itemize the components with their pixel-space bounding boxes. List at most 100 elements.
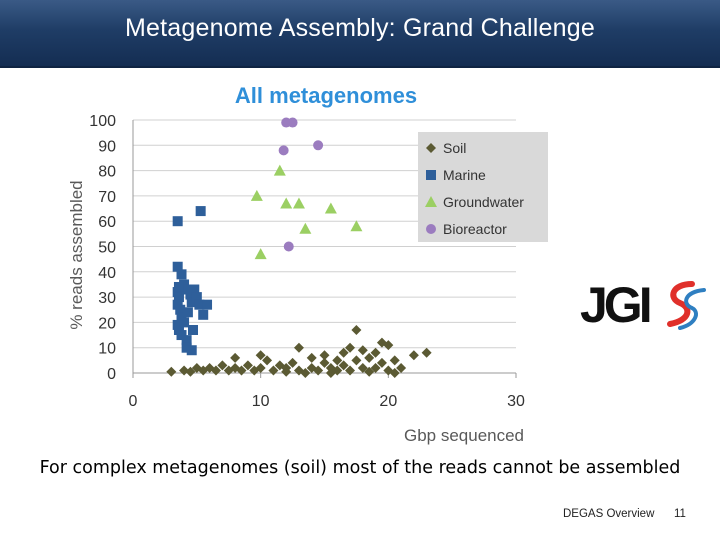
slide-title: Metagenome Assembly: Grand Challenge xyxy=(125,14,595,42)
marine-point xyxy=(195,206,206,217)
marine-point xyxy=(176,269,187,280)
marine-point xyxy=(172,216,183,227)
soil-point xyxy=(357,345,368,356)
groundwater-point xyxy=(299,222,312,234)
legend-marker-marine xyxy=(426,170,436,180)
marine-point xyxy=(188,324,199,335)
soil-point xyxy=(236,365,247,376)
soil-point xyxy=(383,340,394,351)
soil-point xyxy=(185,366,196,377)
y-tick-label: 80 xyxy=(98,164,116,181)
soil-point xyxy=(389,355,400,366)
bioreactor-point xyxy=(278,145,289,156)
series-marine xyxy=(172,206,213,356)
soil-point xyxy=(313,365,324,376)
legend-box xyxy=(418,132,548,242)
y-axis-label: % reads assembled xyxy=(67,180,86,329)
soil-point xyxy=(357,362,368,373)
marine-point xyxy=(181,342,192,353)
soil-point xyxy=(338,360,349,371)
soil-point xyxy=(287,357,298,368)
y-tick-label: 70 xyxy=(98,189,116,206)
soil-point xyxy=(319,357,330,368)
soil-point xyxy=(179,365,190,376)
footer-label: DEGAS Overview xyxy=(563,508,655,520)
soil-point xyxy=(408,350,419,361)
marine-point xyxy=(173,324,184,335)
soil-point xyxy=(345,342,356,353)
marine-point xyxy=(172,261,183,272)
soil-point xyxy=(319,350,330,361)
legend-marker-groundwater xyxy=(425,196,437,207)
soil-point xyxy=(300,368,311,378)
legend-label-bioreactor: Bioreactor xyxy=(443,221,507,237)
soil-point xyxy=(421,347,432,358)
page-number: 11 xyxy=(674,508,686,520)
groundwater-point xyxy=(273,164,286,176)
soil-point xyxy=(166,366,177,377)
x-tick-label: 30 xyxy=(507,393,525,410)
soil-point xyxy=(332,355,343,366)
soil-point xyxy=(255,362,266,373)
bioreactor-point xyxy=(313,140,324,151)
soil-point xyxy=(281,362,292,373)
legend-marker-soil xyxy=(426,143,436,153)
x-axis-label: Gbp sequenced xyxy=(404,426,524,445)
soil-point xyxy=(364,366,375,377)
marine-point xyxy=(179,279,190,290)
series-groundwater xyxy=(250,164,363,260)
soil-point xyxy=(230,352,241,363)
soil-point xyxy=(370,362,381,373)
groundwater-point xyxy=(250,189,263,201)
bioreactor-point xyxy=(287,117,298,128)
marine-point xyxy=(172,319,183,330)
bioreactor-point xyxy=(283,241,294,252)
groundwater-point xyxy=(350,220,363,232)
data-points xyxy=(166,117,432,378)
legend-label-marine: Marine xyxy=(443,167,486,183)
marine-point xyxy=(181,335,192,346)
marine-point xyxy=(176,330,187,341)
x-axis-ticks: 0 10 20 30 xyxy=(129,373,525,410)
marine-point xyxy=(172,299,183,310)
marine-point xyxy=(185,289,196,300)
x-tick-label: 10 xyxy=(252,393,270,410)
y-axis-ticks: 0 10 20 30 40 50 60 70 80 90 100 xyxy=(89,113,116,383)
x-tick-label: 0 xyxy=(129,393,138,410)
soil-point xyxy=(389,368,400,378)
groundwater-point xyxy=(280,197,293,209)
marine-point xyxy=(202,299,213,310)
y-tick-label: 100 xyxy=(89,113,116,130)
soil-point xyxy=(210,365,221,376)
soil-point xyxy=(338,347,349,358)
soil-point xyxy=(396,362,407,373)
marine-point xyxy=(186,345,197,356)
legend-label-soil: Soil xyxy=(443,140,466,156)
groundwater-point xyxy=(254,248,267,260)
groundwater-point xyxy=(324,202,337,214)
y-tick-label: 50 xyxy=(98,240,116,257)
y-tick-label: 40 xyxy=(98,265,116,282)
soil-point xyxy=(370,347,381,358)
marine-point xyxy=(189,284,200,295)
soil-point xyxy=(217,360,228,371)
marine-point xyxy=(194,299,205,310)
groundwater-point xyxy=(292,197,305,209)
legend: Soil Marine Groundwater Bioreactor xyxy=(418,132,548,242)
legend-label-groundwater: Groundwater xyxy=(443,194,524,210)
soil-point xyxy=(332,365,343,376)
soil-point xyxy=(351,355,362,366)
soil-point xyxy=(364,352,375,363)
series-bioreactor xyxy=(278,117,324,252)
marine-point xyxy=(191,292,202,303)
soil-point xyxy=(306,352,317,363)
y-tick-label: 10 xyxy=(98,341,116,358)
jgi-logo: JGI xyxy=(580,277,706,332)
soil-point xyxy=(293,342,304,353)
chart-title: All metagenomes xyxy=(235,83,417,108)
marine-point xyxy=(172,287,183,298)
slide-header: Metagenome Assembly: Grand Challenge xyxy=(0,0,720,68)
slide-caption: For complex metagenomes (soil) most of t… xyxy=(39,458,681,478)
legend-marker-bioreactor xyxy=(426,224,436,234)
